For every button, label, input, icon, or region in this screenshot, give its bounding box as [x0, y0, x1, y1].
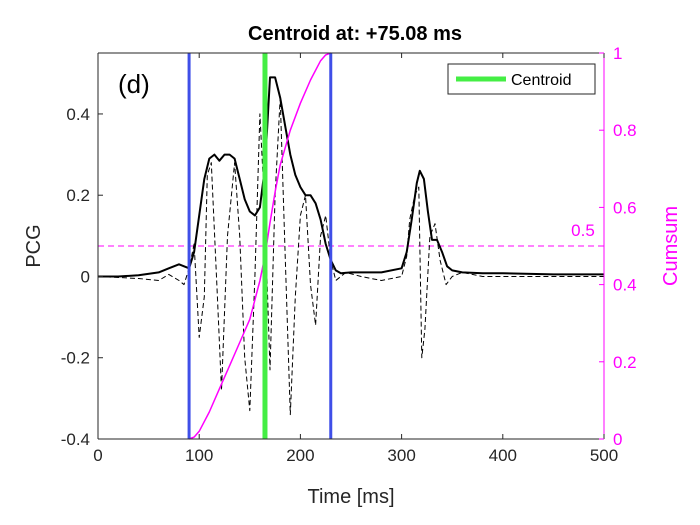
envelope-series-line — [98, 76, 604, 278]
y2-tick-label: 0.2 — [613, 353, 637, 372]
x-tick-label: 300 — [387, 446, 415, 465]
y2-tick-label: 0.8 — [613, 121, 637, 140]
y-tick-label: -0.4 — [61, 430, 90, 449]
threshold-label: 0.5 — [571, 221, 595, 240]
legend-centroid-label: Centroid — [511, 72, 571, 89]
y2-axis-label: Cumsum — [660, 206, 682, 286]
y2-tick-label: 0 — [613, 430, 622, 449]
y-tick-label: -0.2 — [61, 349, 90, 368]
panel-label: (d) — [118, 69, 150, 99]
chart-title: Centroid at: +75.08 ms — [248, 23, 462, 45]
y-tick-label: 0.2 — [66, 186, 90, 205]
marker-lines-layer — [187, 53, 333, 439]
x-axis-label: Time [ms] — [307, 486, 394, 508]
y-tick-label: 0 — [81, 267, 90, 286]
axes-frame — [97, 52, 605, 440]
x-tick-label: 400 — [489, 446, 517, 465]
y2-tick-label: 0.6 — [613, 198, 637, 217]
signal-series-line — [97, 97, 604, 416]
y-axis-label: PCG — [23, 224, 45, 267]
x-tick-label: 100 — [185, 446, 213, 465]
y2-tick-label: 0.4 — [613, 276, 637, 295]
ticks-layer: 0 100 200 300 400 500 -0.4 -0.2 0 0.2 0.4 0 0.2 0.4 0.… — [61, 44, 637, 465]
legend: Centroid — [447, 63, 596, 95]
x-tick-label: 500 — [590, 446, 618, 465]
y2-tick-label: 1 — [613, 44, 622, 63]
x-tick-label: 200 — [286, 446, 314, 465]
x-tick-label: 0 — [93, 446, 102, 465]
y-tick-label: 0.4 — [66, 105, 90, 124]
